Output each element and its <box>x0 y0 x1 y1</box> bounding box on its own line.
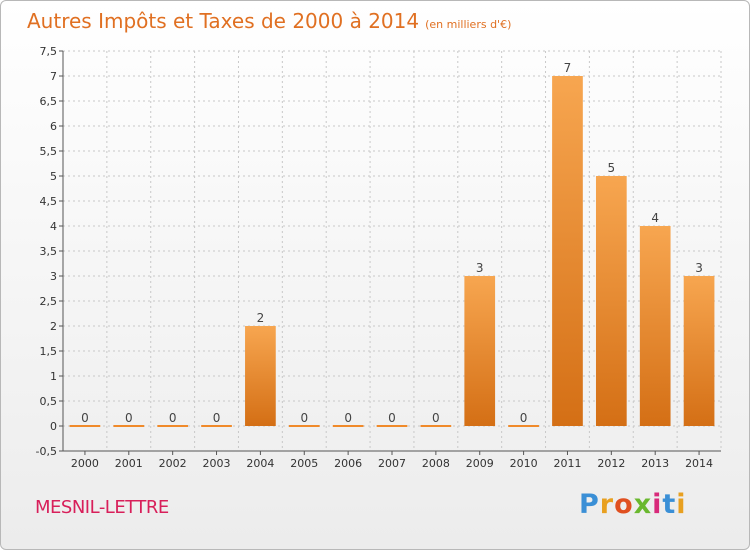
bar-value-label: 5 <box>608 161 616 175</box>
y-tick-label: 7 <box>50 70 57 83</box>
bar-value-label: 0 <box>388 411 396 425</box>
y-tick-label: 6,5 <box>40 95 58 108</box>
bar <box>69 425 101 427</box>
logo-letter: i <box>652 489 663 520</box>
title-text: Autres Impôts et Taxes de 2000 à 2014 <box>27 9 420 33</box>
y-tick-label: 1,5 <box>40 345 58 358</box>
y-tick-label: 4 <box>50 220 57 233</box>
x-tick-label: 2006 <box>334 457 362 470</box>
bar <box>288 425 320 427</box>
bar <box>113 425 145 427</box>
bar <box>595 176 627 426</box>
bar-value-label: 0 <box>344 411 352 425</box>
bar-value-label: 3 <box>695 261 703 275</box>
logo-letter: P <box>579 489 600 520</box>
logo-letter: r <box>599 489 615 520</box>
bar <box>552 76 583 426</box>
x-tick-label: 2013 <box>641 457 669 470</box>
bar-value-label: 3 <box>476 261 484 275</box>
proxiti-logo: Proxiti <box>579 489 687 520</box>
x-tick-label: 2009 <box>466 457 494 470</box>
logo-letter: i <box>676 489 687 520</box>
y-tick-label: 0 <box>50 420 57 433</box>
x-tick-label: 2012 <box>597 457 625 470</box>
bar <box>683 276 715 426</box>
x-tick-label: 2010 <box>510 457 538 470</box>
bar <box>376 425 408 427</box>
bar <box>245 326 276 426</box>
bar <box>639 226 671 426</box>
x-tick-label: 2001 <box>115 457 143 470</box>
bar-value-label: 0 <box>125 411 133 425</box>
bar <box>201 425 232 427</box>
chart-title: Autres Impôts et Taxes de 2000 à 2014 (en… <box>27 9 511 33</box>
x-tick-label: 2011 <box>553 457 581 470</box>
unit-text: (en milliers d'€) <box>425 18 512 31</box>
x-tick-label: 2002 <box>159 457 187 470</box>
bar <box>464 276 496 426</box>
x-tick-label: 2003 <box>203 457 231 470</box>
bar-value-label: 0 <box>520 411 528 425</box>
x-tick-label: 2008 <box>422 457 450 470</box>
y-tick-label: 2 <box>50 320 57 333</box>
bar-value-label: 4 <box>651 211 659 225</box>
y-tick-label: 5,5 <box>40 145 58 158</box>
bar-value-label: 2 <box>257 311 265 325</box>
x-tick-label: 2014 <box>685 457 713 470</box>
y-tick-label: 6 <box>50 120 57 133</box>
commune-name: MESNIL-LETTRE <box>35 497 169 518</box>
bar-value-label: 0 <box>169 411 177 425</box>
bar-value-label: 0 <box>300 411 308 425</box>
bar <box>332 425 364 427</box>
logo-letter: x <box>633 489 653 520</box>
y-tick-label: 3 <box>50 270 57 283</box>
bar-value-label: 0 <box>213 411 221 425</box>
y-tick-label: 4,5 <box>40 195 58 208</box>
x-tick-label: 2007 <box>378 457 406 470</box>
bar-value-label: 0 <box>81 411 89 425</box>
y-tick-label: 1 <box>50 370 57 383</box>
bar-value-label: 0 <box>432 411 440 425</box>
y-tick-label: 3,5 <box>40 245 58 258</box>
bar <box>508 425 539 427</box>
x-tick-label: 2005 <box>290 457 318 470</box>
y-tick-label: 5 <box>50 170 57 183</box>
bar <box>420 425 452 427</box>
y-tick-label: 0,5 <box>40 395 58 408</box>
logo-letter: o <box>614 489 634 520</box>
bar <box>157 425 189 427</box>
bar-value-label: 7 <box>564 61 572 75</box>
logo-letter: t <box>662 489 677 520</box>
x-tick-label: 2000 <box>71 457 99 470</box>
x-tick-label: 2004 <box>246 457 274 470</box>
y-tick-label: 7,5 <box>40 45 58 58</box>
y-tick-label: 2,5 <box>40 295 58 308</box>
y-tick-label: -0,5 <box>36 445 57 458</box>
